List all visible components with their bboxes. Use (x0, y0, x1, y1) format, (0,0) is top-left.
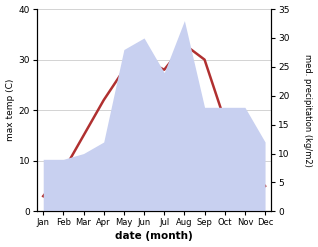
Y-axis label: max temp (C): max temp (C) (5, 79, 15, 141)
Y-axis label: med. precipitation (kg/m2): med. precipitation (kg/m2) (303, 54, 313, 167)
X-axis label: date (month): date (month) (115, 231, 193, 242)
